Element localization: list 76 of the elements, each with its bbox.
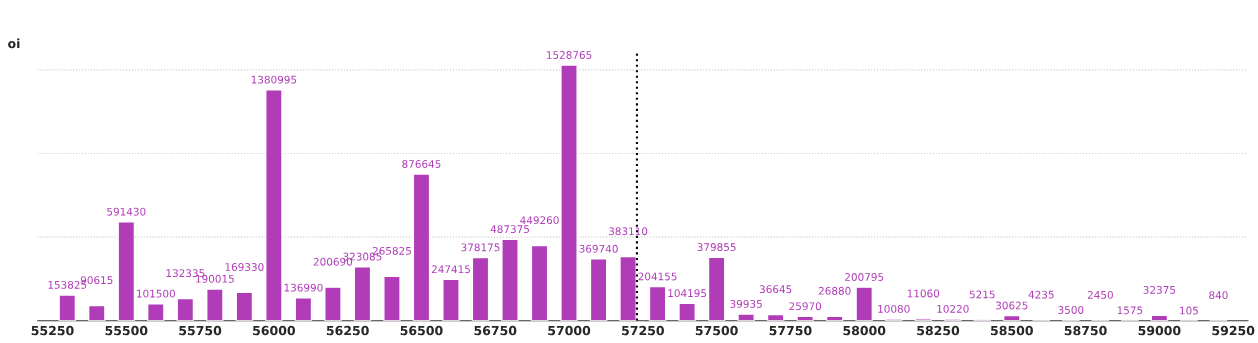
x-tick-label: 57000	[548, 325, 591, 336]
x-tick-label: 56000	[253, 325, 296, 336]
bar	[176, 297, 195, 321]
data-label: 26880	[818, 286, 851, 295]
x-tick-label: 59250	[1212, 325, 1255, 336]
data-label: 3500	[1058, 306, 1084, 314]
x-tick-label: 58750	[1064, 325, 1107, 336]
bar	[58, 294, 77, 321]
data-label: 247415	[431, 265, 470, 274]
bar	[412, 173, 431, 321]
bar	[707, 256, 726, 321]
data-label: 25970	[789, 302, 822, 311]
data-label: 378175	[461, 243, 500, 252]
data-label: 5215	[969, 290, 995, 299]
data-label: 487375	[490, 225, 529, 234]
x-tick-label: 55750	[179, 325, 222, 336]
data-label: 30625	[996, 301, 1028, 310]
bar	[530, 244, 549, 321]
x-tick-label: 57250	[622, 325, 664, 336]
x-tick-label: 58000	[843, 325, 886, 336]
data-label: 39935	[730, 299, 762, 308]
bar	[265, 89, 283, 321]
x-tick-label: 57500	[695, 325, 738, 336]
data-label: 32375	[1143, 285, 1176, 294]
x-tick-label: 57750	[769, 325, 812, 336]
data-label: 379855	[697, 243, 736, 251]
y-axis-title: oi	[8, 38, 20, 49]
data-label: 136990	[284, 283, 323, 292]
data-label: 105	[1180, 306, 1198, 315]
x-tick-label: 56750	[474, 325, 517, 336]
data-label: 840	[1209, 291, 1228, 300]
data-label: 204155	[638, 272, 677, 281]
data-label: 449260	[520, 216, 559, 225]
bar	[442, 278, 460, 321]
bar	[146, 303, 165, 321]
bar	[501, 238, 519, 321]
bar	[619, 255, 637, 321]
data-label: 4235	[1028, 290, 1054, 299]
bar	[206, 288, 224, 321]
bar	[324, 286, 342, 321]
data-label: 591430	[107, 207, 146, 216]
bar	[560, 64, 578, 321]
bar	[678, 302, 696, 321]
bar	[235, 291, 254, 321]
data-label: 10220	[937, 304, 969, 313]
bar	[117, 221, 136, 321]
x-tick-label: 59000	[1138, 325, 1181, 336]
data-label: 36645	[759, 285, 792, 294]
bar	[353, 265, 372, 321]
bar	[87, 304, 106, 321]
data-label: 1380995	[251, 75, 297, 84]
data-label: 104195	[668, 289, 707, 298]
x-tick-label: 58250	[917, 325, 960, 336]
data-label: 10080	[878, 304, 910, 313]
x-tick-label: 55500	[105, 325, 148, 336]
data-label: 383110	[608, 227, 648, 236]
bar	[383, 275, 401, 321]
data-label: 2450	[1087, 290, 1113, 299]
x-tick-label: 56500	[400, 325, 443, 336]
data-label: 1575	[1117, 306, 1143, 315]
data-label: 1528765	[546, 51, 592, 59]
data-label: 11060	[907, 289, 940, 298]
x-tick-label: 55250	[31, 325, 74, 336]
x-tick-label: 58500	[991, 325, 1033, 336]
bar	[737, 313, 755, 321]
data-label: 369740	[579, 244, 618, 253]
data-label: 169330	[225, 263, 264, 271]
bar	[589, 258, 608, 321]
bar	[648, 285, 667, 321]
data-label: 101500	[137, 289, 175, 298]
data-label: 200795	[845, 273, 884, 281]
bar	[471, 256, 490, 321]
bar	[294, 297, 313, 321]
bar	[855, 286, 874, 321]
x-tick-label: 56250	[326, 325, 369, 336]
data-label: 876645	[402, 160, 441, 168]
